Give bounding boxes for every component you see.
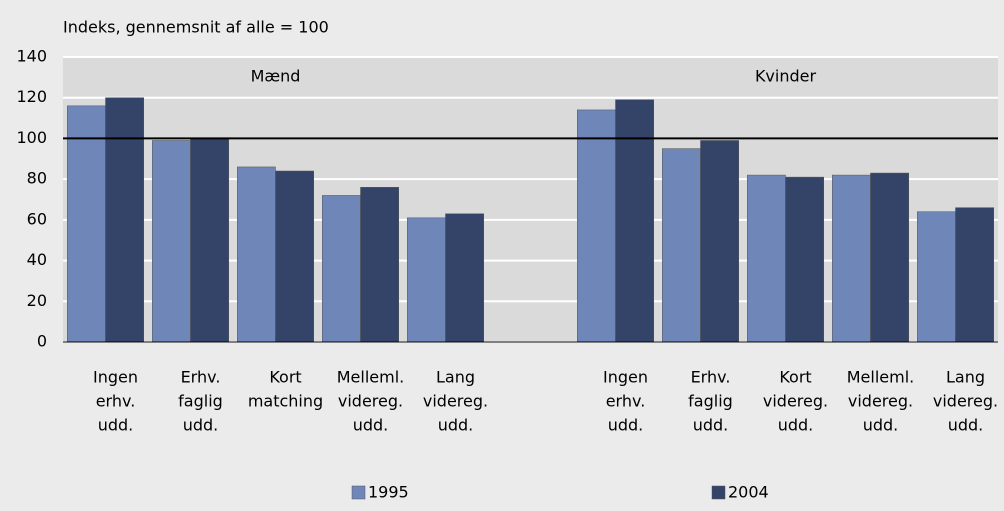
bar	[700, 140, 739, 343]
x-tick-label: videreg.	[338, 392, 403, 411]
x-tick-label: udd.	[863, 416, 899, 435]
bar	[832, 174, 871, 343]
bar	[275, 170, 314, 343]
group-label: Kvinder	[755, 67, 817, 86]
legend-label: 1995	[368, 483, 409, 502]
x-tick-label: Erhv.	[691, 368, 731, 387]
bar	[67, 105, 106, 343]
x-tick-label: udd.	[438, 416, 474, 435]
bar	[152, 140, 191, 343]
x-tick-label: videreg.	[933, 392, 998, 411]
x-tick-label: udd.	[353, 416, 389, 435]
x-tick-label: Ingen	[603, 368, 648, 387]
bar	[445, 213, 484, 343]
bar	[917, 211, 956, 343]
bar	[747, 174, 786, 343]
x-tick-label: matching	[248, 392, 323, 411]
bar	[615, 99, 654, 343]
x-tick-label: Lang	[946, 368, 985, 387]
y-tick-label: 60	[27, 209, 47, 228]
x-tick-label: erhv.	[606, 392, 646, 411]
legend-swatch	[351, 485, 366, 500]
bar	[662, 148, 701, 343]
legend-label: 2004	[728, 483, 769, 502]
x-tick-label: Kort	[269, 368, 301, 387]
y-tick-label: 40	[27, 250, 47, 269]
bar	[237, 166, 276, 343]
x-tick-label: videreg.	[848, 392, 913, 411]
x-tick-label: Kort	[779, 368, 811, 387]
x-tick-label: udd.	[693, 416, 729, 435]
y-tick-label: 120	[16, 87, 47, 106]
x-tick-label: faglig	[688, 392, 733, 411]
y-tick-label: 20	[27, 291, 47, 310]
x-tick-label: videreg.	[763, 392, 828, 411]
x-tick-label: faglig	[178, 392, 223, 411]
bar	[105, 97, 144, 343]
y-tick-label: 80	[27, 169, 47, 188]
bar	[360, 187, 399, 343]
x-tick-label: Melleml.	[847, 368, 915, 387]
x-tick-label: erhv.	[96, 392, 136, 411]
group-label: Mænd	[251, 67, 301, 86]
x-tick-label: videreg.	[423, 392, 488, 411]
x-tick-label: udd.	[98, 416, 134, 435]
bar	[577, 109, 616, 343]
chart-title: Indeks, gennemsnit af alle = 100	[63, 18, 329, 37]
x-tick-label: udd.	[608, 416, 644, 435]
x-tick-label: udd.	[183, 416, 219, 435]
x-tick-label: Melleml.	[337, 368, 405, 387]
bar	[785, 176, 824, 343]
legend-swatch	[711, 485, 726, 500]
bar	[190, 138, 229, 343]
y-tick-label: 0	[37, 332, 47, 351]
bar	[870, 172, 909, 343]
x-tick-label: Lang	[436, 368, 475, 387]
bar	[955, 207, 994, 343]
x-tick-label: udd.	[948, 416, 984, 435]
bar	[322, 195, 361, 343]
y-tick-label: 140	[16, 47, 47, 66]
x-tick-label: Ingen	[93, 368, 138, 387]
x-tick-label: Erhv.	[181, 368, 221, 387]
bar	[407, 217, 446, 343]
x-tick-label: udd.	[778, 416, 814, 435]
y-tick-label: 100	[16, 128, 47, 147]
